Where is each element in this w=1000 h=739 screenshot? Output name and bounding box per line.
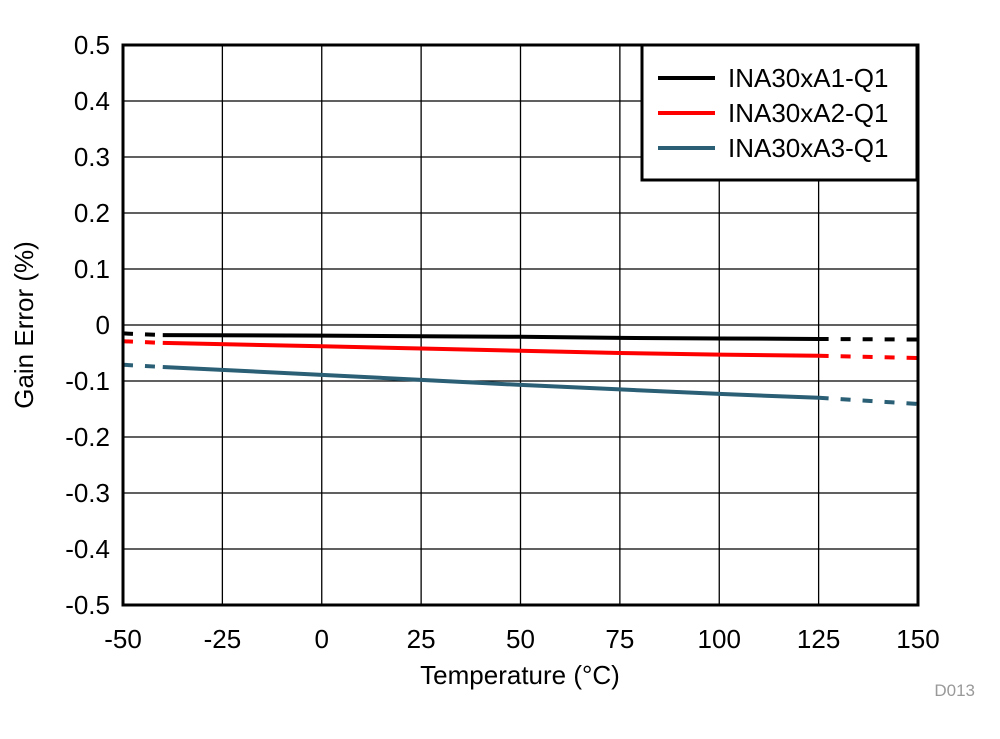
series-line-dashed-high <box>818 337 919 342</box>
series-line-solid <box>162 365 819 400</box>
series-line-dashed-low <box>122 331 163 338</box>
y-tick-label: 0.1 <box>74 254 110 284</box>
y-tick-label: -0.3 <box>65 478 110 508</box>
y-tick-label: -0.4 <box>65 534 110 564</box>
y-tick-label: 0.2 <box>74 198 110 228</box>
x-tick-label: -50 <box>104 624 142 654</box>
series-line-dashed-high <box>818 395 919 406</box>
grid <box>122 44 919 606</box>
x-tick-label: 125 <box>797 624 840 654</box>
y-tick-label: 0.5 <box>74 30 110 60</box>
plot-frame <box>121 43 920 607</box>
x-tick-label: 75 <box>605 624 634 654</box>
legend-label: INA30xA1-Q1 <box>728 63 888 93</box>
y-axis-label: Gain Error (%) <box>9 241 39 409</box>
x-tick-label: -25 <box>204 624 242 654</box>
y-tick-label: -0.5 <box>65 590 110 620</box>
legend-label: INA30xA3-Q1 <box>728 133 888 163</box>
series-line-solid <box>162 333 819 341</box>
x-axis-label: Temperature (°C) <box>420 660 620 690</box>
series-line-dashed-low <box>122 362 163 369</box>
series-line-solid <box>162 340 819 358</box>
x-tick-label: 100 <box>698 624 741 654</box>
x-tick-label: 25 <box>407 624 436 654</box>
y-tick-labels: 0.5 0.4 0.3 0.2 0.1 0 -0.1 -0.2 -0.3 -0.4 -0.5 <box>65 30 110 620</box>
series-line-dashed-low <box>122 339 163 345</box>
series-line-dashed-high <box>818 353 919 361</box>
x-tick-label: 150 <box>896 624 939 654</box>
y-tick-label: -0.2 <box>65 422 110 452</box>
y-tick-label: 0 <box>96 310 110 340</box>
y-tick-label: 0.3 <box>74 142 110 172</box>
figure-id: D013 <box>934 681 975 700</box>
series-lines <box>122 331 919 406</box>
y-tick-label: 0.4 <box>74 86 110 116</box>
x-tick-label: 50 <box>506 624 535 654</box>
legend-label: INA30xA2-Q1 <box>728 98 888 128</box>
y-tick-label: -0.1 <box>65 366 110 396</box>
legend: INA30xA1-Q1 INA30xA2-Q1 INA30xA3-Q1 <box>640 43 919 182</box>
x-tick-label: 0 <box>315 624 329 654</box>
x-tick-labels: -50 -25 0 25 50 75 100 125 150 <box>104 624 939 654</box>
